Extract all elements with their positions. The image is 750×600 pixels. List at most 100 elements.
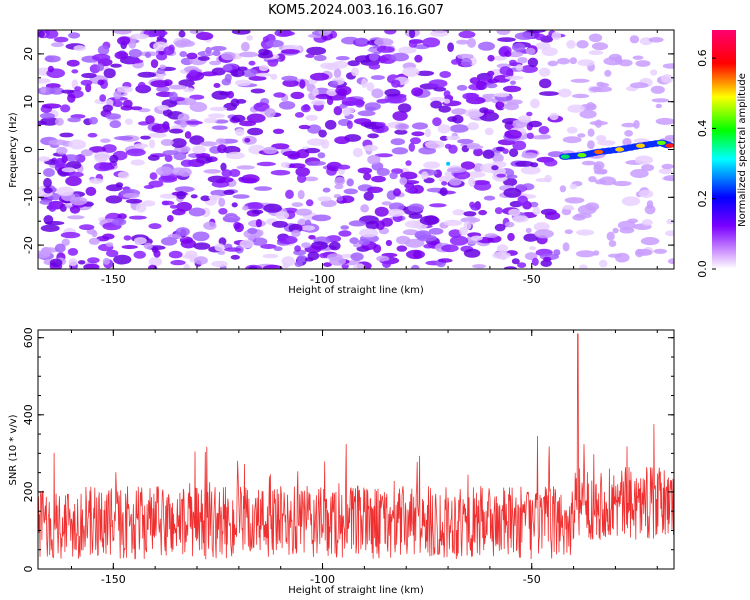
heatmap-blob [109,120,122,129]
heatmap-blob [577,133,586,138]
heatmap-blob [561,208,572,216]
heatmap-blob [77,260,86,265]
heatmap-blob [178,79,195,87]
heatmap-blob [105,242,114,248]
heatmap-blob [408,142,415,152]
heatmap-blob [262,253,279,259]
heatmap-blob [575,250,596,258]
heatmap-blob [218,197,226,207]
heatmap-blob [577,204,597,215]
heatmap-blob [523,233,538,242]
heatmap-blob [322,187,331,193]
heatmap-blob [416,70,435,77]
heatmap-blob [346,178,354,187]
heatmap-blob [311,99,326,106]
heatmap-blob [376,46,395,53]
heatmap-blob [117,213,127,220]
heatmap-blob [267,57,279,67]
heatmap-blob [409,30,416,39]
heatmap-blob [203,221,217,230]
heatmap-blob [128,40,137,49]
heatmap-blob [148,257,163,267]
heatmap-blob [295,208,312,216]
heatmap-blob [231,202,238,208]
heatmap-blob [97,79,105,86]
heatmap-blob [298,124,311,130]
heatmap-blob [247,227,258,234]
heatmap-blob [337,164,351,170]
heatmap-blob [221,169,232,178]
heatmap-blob [569,57,577,65]
heatmap-blob [150,80,170,88]
heatmap-blob [411,131,425,137]
y-tick-label: 600 [22,327,35,348]
heatmap-blob [371,88,384,99]
heatmap-blob [408,40,418,48]
heatmap-blob [122,99,133,109]
colorbar-tick-label: 0.6 [696,49,709,67]
heatmap-blob [593,250,600,256]
heatmap-blob [398,46,417,54]
heatmap-blob [256,161,276,167]
heatmap-blob [594,169,607,175]
heatmap-blob [478,41,495,51]
heatmap-blob [624,130,633,137]
heatmap-blob [358,238,371,246]
heatmap-blob [184,131,192,139]
heatmap-blob [368,53,379,61]
heatmap-blob [661,163,674,170]
heatmap-blob [193,242,211,250]
heatmap-blob [177,113,190,122]
heatmap-blob [79,224,95,231]
heatmap-blob [368,63,381,70]
heatmap-blob [148,30,168,37]
heatmap-blob [512,215,529,223]
heatmap-blob [271,220,288,228]
heatmap-blob [363,172,372,181]
heatmap-blob [149,172,158,180]
heatmap-blob [125,148,146,157]
heatmap-blob [589,120,608,126]
heatmap-blob [148,264,158,269]
heatmap-blob [587,128,595,137]
heatmap-blob [112,218,127,226]
heatmap-blob [353,118,372,125]
spectrogram-xlabel: Height of straight line (km) [288,285,424,296]
heatmap-blob [423,243,434,249]
heatmap-blob [130,33,150,40]
heatmap-blob [255,72,272,77]
heatmap-blob [155,166,173,176]
heatmap-blob [264,108,276,118]
heatmap-blob [326,161,343,172]
heatmap-blob [391,79,401,88]
heatmap-blob [527,57,539,68]
heatmap-blob [188,207,206,217]
heatmap-blob [514,32,535,40]
heatmap-cells [38,30,674,269]
heatmap-blob [288,163,306,169]
heatmap-blob [441,181,448,186]
heatmap-blob [592,86,612,93]
heatmap-blob [608,240,617,248]
heatmap-blob [529,246,536,251]
heatmap-blob [596,81,605,87]
x-tick-label: -100 [310,273,335,286]
heatmap-blob [458,30,476,39]
heatmap-blob [153,249,161,258]
heatmap-blob [335,56,350,61]
heatmap-blob [296,255,308,263]
heatmap-blob [157,104,170,111]
heatmap-blob [509,59,517,65]
heatmap-blob [531,257,539,266]
heatmap-blob [213,83,221,88]
heatmap-blob [39,112,56,119]
heatmap-blob [43,177,52,188]
heatmap-blob [404,187,416,193]
heatmap-blob [391,52,409,62]
heatmap-blob [85,186,97,196]
heatmap-blob [133,143,149,149]
heatmap-blob [83,263,100,269]
heatmap-blob [432,117,442,127]
heatmap-blob [449,178,462,186]
